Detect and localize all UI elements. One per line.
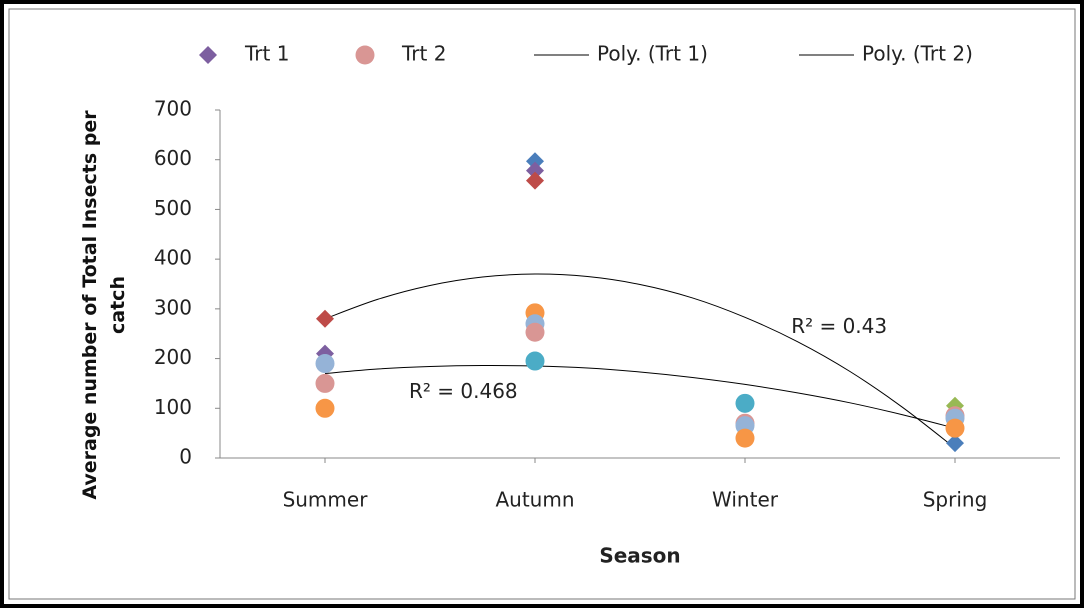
inner-frame (8, 8, 1076, 600)
y-tick-label: 700 (154, 97, 192, 121)
annotation: R² = 0.468 (409, 379, 518, 403)
trendline (324, 273, 956, 449)
y-tick-label: 400 (154, 246, 192, 270)
legend-marker (199, 46, 217, 64)
y-tick-label: 600 (154, 146, 192, 170)
legend-marker (355, 45, 375, 65)
trendline (324, 365, 956, 429)
y-axis-title: Average number of Total Insects per catc… (79, 110, 129, 500)
x-tick-label: Winter (712, 488, 779, 512)
point (315, 398, 335, 418)
point (525, 322, 545, 342)
y-tick-label: 0 (179, 445, 192, 469)
legend-label: Trt 1 (244, 42, 289, 66)
point (735, 428, 755, 448)
x-axis-title: Season (599, 544, 680, 568)
point (315, 354, 335, 374)
y-tick-label: 500 (154, 196, 192, 220)
point (735, 393, 755, 413)
legend-label: Poly. (Trt 2) (862, 42, 973, 66)
point (525, 351, 545, 371)
y-tick-label: 300 (154, 295, 192, 319)
annotation: R² = 0.43 (791, 314, 887, 338)
x-tick-label: Autumn (495, 488, 574, 512)
y-tick-label: 100 (154, 395, 192, 419)
y-tick-label: 200 (154, 345, 192, 369)
point (526, 152, 544, 171)
point (316, 309, 334, 328)
point (526, 171, 544, 190)
x-tick-label: Summer (283, 488, 369, 512)
x-tick-label: Spring (923, 488, 988, 512)
point (315, 373, 335, 393)
point (946, 434, 964, 453)
point (945, 418, 965, 438)
point (526, 161, 544, 180)
legend-label: Poly. (Trt 1) (597, 42, 708, 66)
legend-label: Trt 2 (401, 42, 446, 66)
